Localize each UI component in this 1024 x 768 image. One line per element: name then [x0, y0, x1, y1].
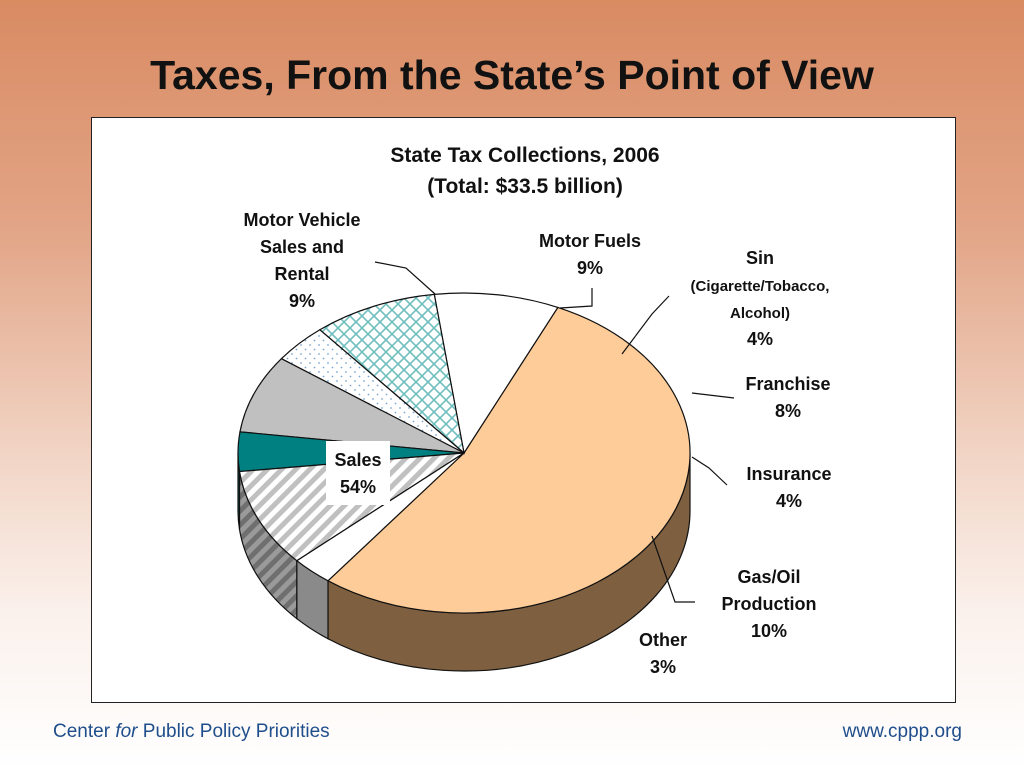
slice-value-sin: 4% [747, 329, 773, 349]
footer-org: Center for Public Policy Priorities [53, 721, 330, 743]
slice-label-line-insurance: Insurance [746, 464, 831, 484]
slice-label-line-motor_vehicle: Rental [274, 264, 329, 284]
chart-subtitle: (Total: $33.5 billion) [427, 175, 623, 198]
pie-slice-sales [326, 306, 691, 614]
footer-org-suffix: Public Policy Priorities [137, 721, 330, 742]
pie-slice-franchise [239, 357, 465, 454]
slice-label-line-gas_oil: Gas/Oil [737, 567, 800, 587]
slide-title: Taxes, From the State’s Point of View [150, 52, 874, 98]
pie-chart: State Tax Collections, 2006 (Total: $33.… [237, 144, 832, 677]
slice-label-motor_fuels: Motor Fuels 9% [539, 231, 641, 278]
slice-label-line-sales: Sales [334, 450, 381, 470]
leader-line-sin [621, 295, 670, 355]
slice-value-insurance: 4% [776, 491, 802, 511]
pie-top [237, 292, 691, 614]
pie-slice-motor_fuels [318, 293, 465, 455]
chart-title: State Tax Collections, 2006 [390, 144, 659, 167]
slice-label-insurance: Insurance 4% [746, 464, 831, 511]
leader-line-franchise [691, 392, 735, 399]
slice-label-line-sin: Alcohol) [730, 305, 790, 322]
slice-value-other: 3% [650, 657, 676, 677]
footer-org-italic: for [115, 721, 138, 742]
chart-frame: State Tax Collections, 2006 (Total: $33.… [91, 117, 956, 703]
slice-label-line-sin: Sin [746, 248, 774, 268]
leader-line-gas_oil [651, 535, 695, 603]
slice-label-line-motor_fuels: Motor Fuels [539, 231, 641, 251]
slice-value-sales: 54% [340, 477, 376, 497]
pie-slice-other [295, 452, 465, 582]
slice-value-franchise: 8% [775, 401, 801, 421]
leader-line-motor_fuels [559, 288, 593, 309]
leader-line-motor_vehicle [374, 261, 436, 295]
leader-line-insurance [691, 456, 728, 486]
slice-value-motor_fuels: 9% [577, 258, 603, 278]
sales-label-box [326, 441, 390, 505]
slice-label-other: Other 3% [639, 630, 687, 677]
footer-org-prefix: Center [53, 721, 116, 742]
slice-label-line-sin: (Cigarette/Tobacco, [691, 278, 830, 295]
pie-slice-motor_vehicle [433, 292, 559, 455]
slice-label-sin: Sin (Cigarette/Tobacco, Alcohol) 4% [691, 248, 830, 349]
leader-lines [374, 261, 735, 603]
slice-label-franchise: Franchise 8% [745, 374, 830, 421]
slice-label-line-motor_vehicle: Sales and [260, 237, 344, 257]
slice-value-gas_oil: 10% [751, 621, 787, 641]
slice-label-line-other: Other [639, 630, 687, 650]
slice-label-gas_oil: Gas/Oil Production 10% [722, 567, 817, 641]
slice-label-sales: Sales 54% [326, 441, 390, 505]
pie-slice-gas_oil [238, 452, 465, 562]
slice-label-line-motor_vehicle: Motor Vehicle [243, 210, 360, 230]
slice-label-line-franchise: Franchise [745, 374, 830, 394]
slice-label-line-gas_oil: Production [722, 594, 817, 614]
slice-label-motor_vehicle: Motor Vehicle Sales and Rental 9% [243, 210, 360, 311]
footer-url[interactable]: www.cppp.org [842, 721, 962, 742]
slice-value-motor_vehicle: 9% [289, 291, 315, 311]
